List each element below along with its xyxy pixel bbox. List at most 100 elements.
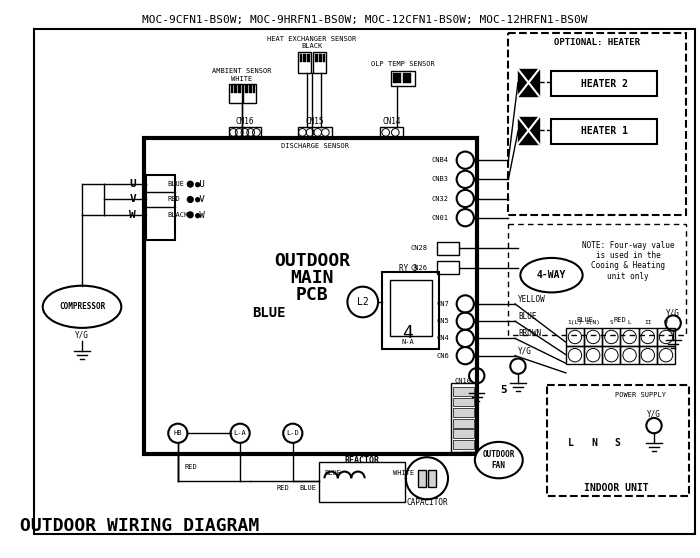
Bar [303, 54, 306, 62]
Text: 5: 5 [500, 385, 507, 395]
Text: HEAT EXCHANGER SENSOR: HEAT EXCHANGER SENSOR [267, 36, 356, 41]
Bar [620, 346, 638, 364]
Text: OUTDOOR
FAN: OUTDOOR FAN [482, 450, 515, 470]
Bar [298, 127, 332, 138]
Bar [657, 328, 675, 346]
Text: L2: L2 [357, 297, 369, 307]
Ellipse shape [520, 258, 582, 292]
Bar [584, 328, 602, 346]
Text: OUTDOOR WIRING DIAGRAM: OUTDOOR WIRING DIAGRAM [20, 517, 259, 535]
Bar [300, 54, 302, 62]
Text: 4-WAY: 4-WAY [537, 270, 566, 280]
Bar [438, 261, 458, 274]
Bar [518, 69, 539, 96]
Bar [245, 85, 248, 93]
Bar [248, 85, 251, 93]
Text: HB: HB [174, 430, 182, 436]
Text: L: L [628, 320, 631, 325]
Text: PCB: PCB [295, 286, 328, 304]
Text: BLUE: BLUE [300, 485, 316, 491]
Text: AMBIENT SENSOR: AMBIENT SENSOR [212, 68, 272, 74]
Text: N: N [592, 438, 598, 448]
Bar [313, 52, 326, 73]
Bar [403, 73, 411, 83]
Bar [234, 85, 237, 93]
Text: CN15: CN15 [306, 117, 324, 126]
Text: MAIN: MAIN [290, 269, 334, 287]
Text: CN5: CN5 [436, 318, 449, 324]
Bar [453, 440, 474, 449]
Text: BLUE: BLUE [252, 306, 286, 320]
Bar [393, 73, 401, 83]
Text: OPTIONAL: HEATER: OPTIONAL: HEATER [554, 38, 640, 47]
Text: S: S [610, 320, 613, 325]
Text: CN01: CN01 [432, 215, 449, 220]
Bar [318, 54, 321, 62]
Text: CN28: CN28 [411, 246, 428, 251]
Text: BLUE: BLUE [518, 312, 536, 321]
Text: RED: RED [185, 464, 197, 470]
Bar [253, 85, 256, 93]
Text: RY 3: RY 3 [398, 264, 417, 273]
Text: 1(L): 1(L) [568, 320, 582, 325]
Bar [508, 33, 685, 215]
Bar [602, 346, 620, 364]
Text: CNB4: CNB4 [432, 157, 449, 163]
Text: CN26: CN26 [411, 264, 428, 271]
Bar [620, 328, 638, 346]
Bar [230, 85, 233, 93]
Text: Y/G: Y/G [647, 410, 661, 418]
Bar [453, 430, 474, 438]
Text: CN10: CN10 [455, 378, 472, 383]
Bar [638, 346, 657, 364]
Text: S: S [615, 438, 620, 448]
Bar [657, 346, 675, 364]
Text: BLACK: BLACK [167, 212, 188, 218]
Bar [318, 462, 405, 502]
Bar [243, 84, 256, 103]
Bar [146, 175, 175, 240]
Bar [552, 119, 657, 144]
Bar [382, 272, 440, 349]
Text: RED: RED [613, 317, 626, 323]
Text: WHITE: WHITE [393, 470, 414, 477]
Text: U: U [130, 179, 136, 189]
Text: @: @ [664, 320, 668, 325]
Bar [508, 224, 685, 335]
Text: REACTOR: REACTOR [344, 455, 379, 465]
Text: 4: 4 [402, 324, 413, 341]
Text: OLP TEMP SENSOR: OLP TEMP SENSOR [371, 61, 435, 68]
Text: V: V [130, 195, 136, 204]
Text: RED: RED [167, 196, 180, 203]
Circle shape [188, 181, 193, 187]
Text: N-A: N-A [401, 339, 414, 345]
Bar [380, 127, 403, 138]
Bar [566, 346, 584, 364]
Text: MOC-9CFN1-BS0W; MOC-9HRFN1-BS0W; MOC-12CFN1-BS0W; MOC-12HRFN1-BS0W: MOC-9CFN1-BS0W; MOC-9HRFN1-BS0W; MOC-12C… [142, 15, 587, 25]
Bar [428, 470, 435, 487]
Bar [298, 52, 311, 73]
Text: CN7: CN7 [436, 301, 449, 307]
Text: NOTE: Four-way value
is used in the
Cooing & Heating
unit only: NOTE: Four-way value is used in the Cooi… [582, 240, 674, 281]
Text: BLUE: BLUE [324, 470, 342, 477]
Bar [419, 470, 426, 487]
Bar [453, 419, 474, 427]
Bar [584, 346, 602, 364]
Ellipse shape [475, 442, 523, 478]
Text: ●U: ●U [195, 180, 205, 189]
Text: DISCHARGE SENSOR: DISCHARGE SENSOR [281, 143, 349, 149]
Text: CN32: CN32 [432, 195, 449, 201]
Circle shape [188, 196, 193, 203]
Text: BLACK: BLACK [301, 43, 323, 49]
Bar [518, 117, 539, 144]
Bar [144, 138, 477, 454]
Text: OUTDOOR: OUTDOOR [274, 252, 350, 270]
Text: W: W [130, 210, 136, 220]
Bar [566, 328, 584, 346]
Text: L-A: L-A [234, 430, 246, 436]
Text: CNB3: CNB3 [432, 176, 449, 182]
Text: BROWN: BROWN [518, 329, 541, 338]
Text: CN4: CN4 [436, 335, 449, 341]
Text: RED: RED [276, 485, 290, 491]
Bar [229, 84, 242, 103]
